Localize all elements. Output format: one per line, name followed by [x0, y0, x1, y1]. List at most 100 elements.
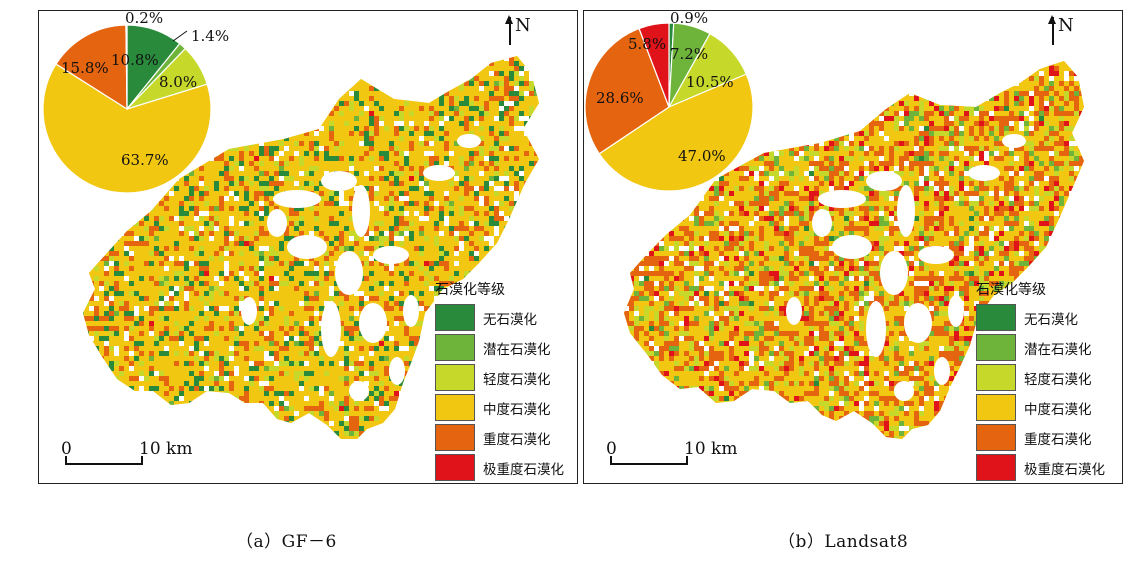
map-cell: [449, 206, 454, 211]
map-cell: [83, 296, 84, 301]
map-cell: [424, 76, 429, 81]
map-cell: [334, 206, 339, 211]
map-cell: [499, 181, 504, 186]
map-cell: [464, 171, 469, 176]
map-cell: [519, 181, 524, 186]
map-cell: [269, 66, 274, 71]
map-cell: [269, 61, 274, 66]
map-cell: [139, 196, 144, 201]
map-cell: [224, 291, 229, 296]
map-cell: [169, 211, 174, 216]
map-cell: [284, 246, 289, 251]
map-cell: [104, 256, 109, 261]
map-cell: [304, 306, 309, 311]
map-cell: [264, 171, 269, 176]
map-cell: [464, 151, 469, 156]
map-cell: [194, 201, 199, 206]
map-cell: [234, 201, 239, 206]
map-cell: [84, 226, 89, 231]
map-cell: [474, 131, 479, 136]
map-cell: [124, 266, 129, 271]
map-cell: [419, 271, 424, 276]
map-cell: [134, 221, 139, 226]
map-cell: [529, 71, 534, 76]
map-cell: [409, 276, 414, 281]
map-cell: [289, 301, 294, 306]
map-cell: [354, 96, 359, 101]
map-cell: [229, 201, 234, 206]
map-cell: [314, 271, 319, 276]
map-cell: [214, 181, 219, 186]
map-cell: [274, 141, 279, 146]
map-cell: [149, 226, 154, 231]
map-cell: [339, 216, 344, 221]
map-cell: [479, 86, 484, 91]
map-cell: [374, 301, 379, 306]
map-cell: [83, 271, 84, 276]
map-cell: [179, 251, 184, 256]
map-cell: [474, 236, 479, 241]
map-cell: [189, 226, 194, 231]
map-cell: [359, 236, 364, 241]
map-cell: [409, 191, 414, 196]
map-cell: [309, 266, 314, 271]
map-cell: [494, 251, 499, 256]
map-cell: [464, 86, 469, 91]
map-cell: [239, 261, 244, 266]
map-cell: [209, 181, 214, 186]
map-cell: [454, 276, 459, 281]
map-cell: [479, 121, 484, 126]
map-cell: [264, 256, 269, 261]
map-cell: [309, 51, 314, 56]
map-cell: [109, 231, 114, 236]
map-cell: [489, 116, 494, 121]
map-cell: [384, 51, 389, 56]
map-cell: [69, 181, 74, 186]
map-cell: [399, 181, 404, 186]
map-cell: [334, 191, 339, 196]
map-cell: [379, 86, 384, 91]
map-cell: [544, 231, 549, 236]
map-cell: [429, 141, 434, 146]
map-cell: [259, 256, 264, 261]
map-cell: [529, 101, 534, 106]
map-cell: [324, 91, 329, 96]
map-cell: [249, 131, 254, 136]
map-cell: [284, 76, 289, 81]
map-cell: [424, 176, 429, 181]
map-cell: [334, 246, 339, 251]
map-cell: [509, 171, 514, 176]
map-cell: [424, 121, 429, 126]
map-cell: [419, 276, 424, 281]
map-cell: [134, 251, 139, 256]
map-cell: [244, 101, 249, 106]
map-cell: [519, 116, 524, 121]
map-cell: [294, 286, 299, 291]
map-cell: [254, 141, 259, 146]
map-cell: [274, 111, 279, 116]
map-cell: [224, 196, 229, 201]
map-cell: [369, 276, 374, 281]
map-cell: [219, 261, 224, 266]
map-cell: [339, 131, 344, 136]
map-cell: [184, 301, 189, 306]
map-cell: [169, 261, 174, 266]
map-cell: [504, 156, 509, 161]
map-cell: [339, 306, 344, 311]
map-cell: [329, 246, 334, 251]
map-cell: [349, 131, 354, 136]
map-cell: [489, 226, 494, 231]
map-cell: [289, 116, 294, 121]
map-cell: [239, 86, 244, 91]
map-cell: [69, 261, 74, 266]
map-cell: [259, 266, 264, 271]
map-cell: [409, 141, 414, 146]
map-cell: [244, 251, 249, 256]
map-cell: [229, 51, 234, 56]
map-cell: [239, 76, 244, 81]
map-cell: [234, 296, 239, 301]
map-cell: [344, 51, 349, 56]
map-cell: [249, 101, 254, 106]
map-cell: [234, 106, 239, 111]
map-cell: [349, 186, 354, 191]
